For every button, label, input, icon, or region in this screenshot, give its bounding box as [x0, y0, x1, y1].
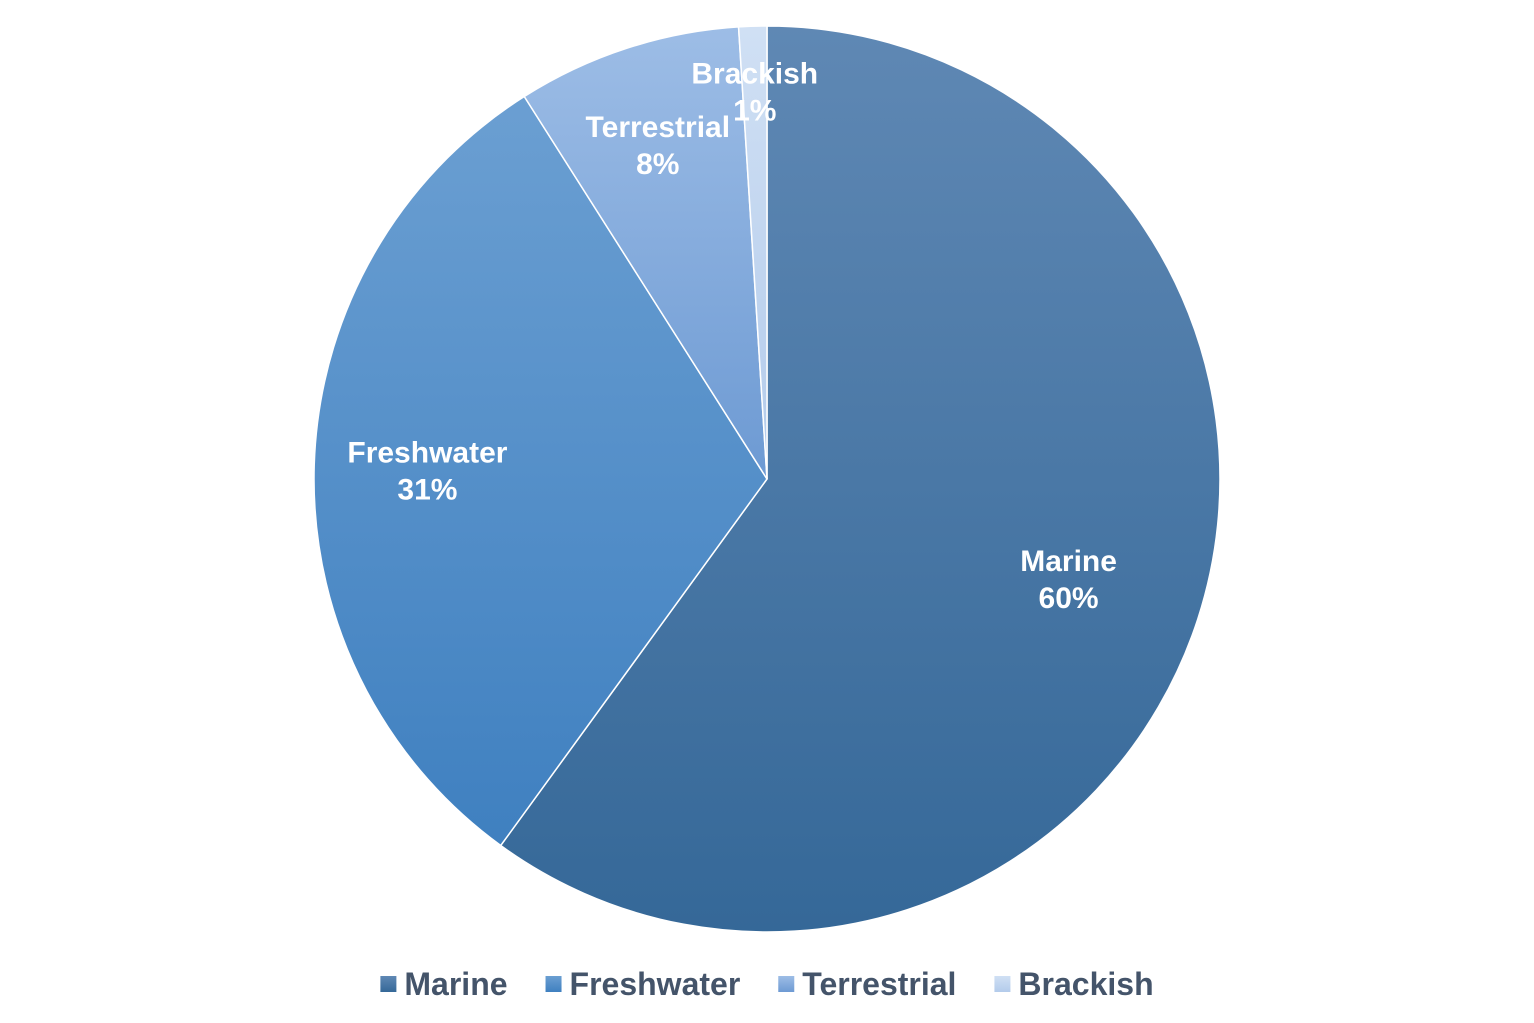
data-label-freshwater: Freshwater 31% — [347, 436, 507, 506]
legend-swatch-marine — [380, 976, 397, 992]
legend-swatch-terrestrial — [778, 976, 795, 992]
data-label-value: 1% — [733, 95, 776, 128]
data-label-value: 31% — [397, 473, 457, 506]
legend-label-marine: Marine — [404, 966, 507, 1002]
legend-swatch-brackish — [994, 976, 1011, 992]
legend-label-brackish: Brackish — [1018, 966, 1153, 1002]
data-label-category: Terrestrial — [586, 111, 731, 144]
pie-data-labels: Marine 60% Freshwater 31% Terrestrial 8% Brack… — [347, 58, 1117, 615]
pie-slices — [313, 25, 1221, 933]
data-label-value: 8% — [636, 148, 679, 181]
chart-legend: Marine Freshwater Terrestrial Brackish — [380, 966, 1154, 1002]
pie-slice-marine — [499, 25, 1221, 933]
data-label-terrestrial: Terrestrial 8% — [586, 111, 731, 181]
legend-item-freshwater: Freshwater — [545, 966, 741, 1002]
legend-swatch-freshwater — [545, 976, 562, 992]
legend-label-freshwater: Freshwater — [570, 966, 741, 1002]
legend-item-brackish: Brackish — [994, 966, 1154, 1002]
data-label-category: Freshwater — [347, 436, 507, 469]
pie-slice-freshwater — [313, 95, 768, 847]
data-label-value: 60% — [1039, 582, 1099, 615]
data-label-category: Marine — [1020, 545, 1117, 578]
legend-item-terrestrial: Terrestrial — [778, 966, 956, 1002]
legend-label-terrestrial: Terrestrial — [802, 966, 956, 1002]
pie-slice-brackish — [737, 25, 768, 480]
pie-slice-terrestrial — [523, 26, 768, 480]
data-label-category: Brackish — [691, 58, 818, 91]
data-label-brackish: Brackish 1% — [691, 58, 818, 128]
legend-item-marine: Marine — [380, 966, 508, 1002]
data-label-marine: Marine 60% — [1020, 545, 1117, 615]
